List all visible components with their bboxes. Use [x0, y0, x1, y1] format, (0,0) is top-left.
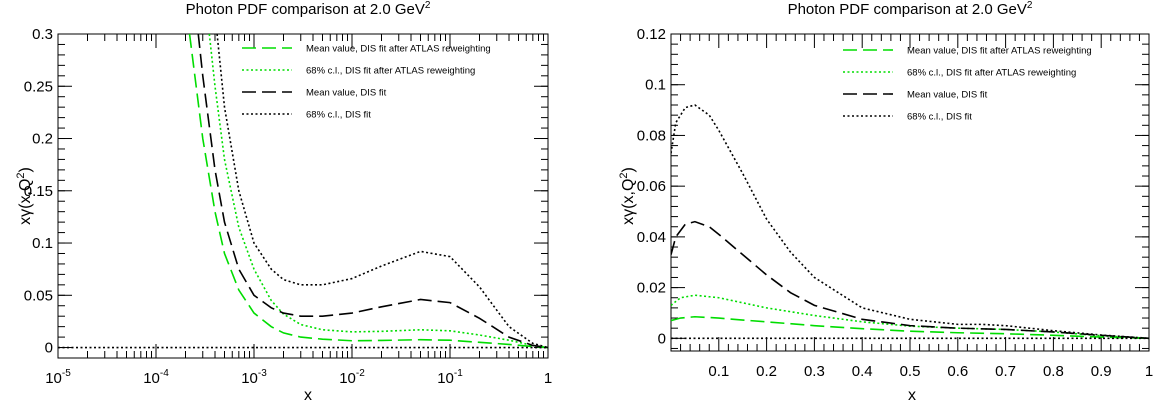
- x-tick-label: 0.8: [1043, 363, 1064, 380]
- x-tick-label: 10-4: [143, 368, 169, 387]
- chart-title-superscript: 2: [425, 0, 431, 11]
- x-tick-label: 0.9: [1091, 363, 1112, 380]
- y-tick-label: 0: [45, 340, 53, 357]
- x-tick-label-exponent: -5: [62, 368, 71, 379]
- x-tick-label: 1: [1145, 363, 1153, 380]
- plot-frame: [57, 33, 549, 359]
- x-axis-label: x: [908, 387, 916, 404]
- x-tick-label-base: 10: [241, 370, 258, 387]
- y-axis-label-text: xγ(x,Q: [620, 179, 637, 225]
- legend-entry: 68% c.l., DIS fit: [907, 112, 972, 123]
- legend-entry: Mean value, DIS fit: [306, 88, 387, 99]
- y-axis-label-superscript: 2: [15, 172, 27, 178]
- legend-entry: Mean value, DIS fit after ATLAS reweight…: [907, 46, 1092, 57]
- x-tick-label: 1: [544, 370, 552, 387]
- x-tick-label: 10-5: [45, 368, 71, 387]
- series-line-3: [197, 34, 548, 349]
- y-axis-label-superscript: 2: [618, 172, 630, 178]
- plot-frame: [670, 33, 1150, 352]
- series-group: [58, 34, 548, 349]
- legend-entry: Mean value, DIS fit after ATLAS reweight…: [306, 44, 491, 55]
- y-tick-label: 0.06: [637, 178, 666, 195]
- x-tick-label-exponent: -3: [258, 368, 267, 379]
- x-tick-label: 0.2: [756, 363, 777, 380]
- chart-title-text: Photon PDF comparison at 2.0 GeV: [186, 1, 425, 18]
- series-line-2: [208, 34, 548, 349]
- legend: Mean value, DIS fit after ATLAS reweight…: [242, 44, 491, 121]
- y-tick-label: 0.05: [24, 287, 53, 304]
- y-tick-label: 0.12: [637, 26, 666, 43]
- y-tick-label: 0.08: [637, 127, 666, 144]
- x-tick-label-base: 1: [544, 370, 552, 387]
- y-tick-label: 0.2: [32, 131, 53, 148]
- y-tick-label: 0.1: [32, 235, 53, 252]
- x-tick-label-exponent: -4: [160, 368, 169, 379]
- x-tick-label-base: 10: [143, 370, 160, 387]
- chart-panel-1: Photon PDF comparison at 2.0 GeV2xγ(x,Q2…: [15, 0, 552, 404]
- x-tick-label-exponent: -1: [454, 368, 463, 379]
- legend-entry: 68% c.l., DIS fit after ATLAS reweightin…: [907, 68, 1076, 79]
- y-axis-label: xγ(x,Q2): [15, 167, 34, 225]
- y-tick-label: 0.3: [32, 26, 53, 43]
- x-tick-label: 0.4: [852, 363, 873, 380]
- x-tick-label-base: 10: [339, 370, 356, 387]
- series-line-3: [671, 220, 1149, 340]
- chart-title-text: Photon PDF comparison at 2.0 GeV: [788, 1, 1027, 18]
- x-tick-label: 0.7: [995, 363, 1016, 380]
- series-line-1: [188, 34, 548, 349]
- x-tick-label: 10-3: [241, 368, 267, 387]
- x-tick-label: 10-1: [437, 368, 463, 387]
- x-axis-label: x: [304, 387, 312, 404]
- series-line-4: [671, 104, 1149, 340]
- x-tick-label: 0.6: [947, 363, 968, 380]
- x-tick-label: 0.3: [804, 363, 825, 380]
- y-tick-label: 0.1: [645, 77, 666, 94]
- series-line-2: [671, 294, 1149, 340]
- chart-title: Photon PDF comparison at 2.0 GeV2: [186, 0, 431, 18]
- x-tick-label: 0.5: [900, 363, 921, 380]
- legend-entry: 68% c.l., DIS fit after ATLAS reweightin…: [306, 66, 475, 77]
- y-axis-label: xγ(x,Q2): [618, 167, 637, 225]
- legend: Mean value, DIS fit after ATLAS reweight…: [843, 46, 1092, 123]
- y-tick-label: 0.25: [24, 78, 53, 95]
- series-line-4: [216, 34, 548, 349]
- chart-title-superscript: 2: [1027, 0, 1033, 11]
- y-tick-label: 0.04: [637, 229, 666, 246]
- y-axis-label-suffix: ): [620, 167, 637, 172]
- legend-entry: 68% c.l., DIS fit: [306, 110, 371, 121]
- chart-panel-2: Photon PDF comparison at 2.0 GeV2xγ(x,Q2…: [618, 0, 1153, 404]
- y-axis-label-text: xγ(x,Q: [17, 179, 34, 225]
- series-group: [671, 104, 1149, 340]
- x-tick-label: 0.1: [708, 363, 729, 380]
- y-tick-label: 0: [658, 330, 666, 347]
- y-axis-label-suffix: ): [17, 167, 34, 172]
- x-tick-label-exponent: -2: [356, 368, 365, 379]
- chart-title: Photon PDF comparison at 2.0 GeV2: [788, 0, 1033, 18]
- y-tick-label: 0.15: [24, 183, 53, 200]
- x-tick-label: 10-2: [339, 368, 365, 387]
- y-tick-label: 0.02: [637, 280, 666, 297]
- legend-entry: Mean value, DIS fit: [907, 90, 988, 101]
- series-line-1: [671, 315, 1149, 340]
- x-tick-label-base: 10: [45, 370, 62, 387]
- x-tick-label-base: 10: [437, 370, 454, 387]
